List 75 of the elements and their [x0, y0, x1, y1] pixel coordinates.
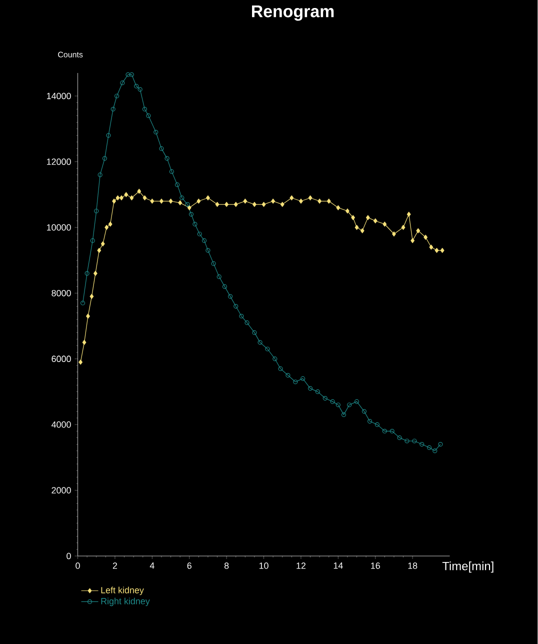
point [416, 228, 420, 234]
point [130, 195, 134, 200]
point [108, 222, 112, 227]
point [252, 202, 257, 207]
point [318, 198, 322, 204]
point [243, 198, 248, 204]
point [196, 198, 201, 204]
point [429, 244, 434, 250]
legend-label: Left kidney [101, 586, 144, 596]
point [354, 224, 359, 230]
y-tick-label: 6000 [52, 356, 72, 362]
point [112, 198, 116, 204]
point [410, 238, 415, 244]
point [374, 218, 378, 224]
y-tick-label: 14000 [47, 92, 72, 100]
point [440, 248, 444, 253]
x-axis-title: Time[min] [442, 562, 494, 573]
point [124, 192, 128, 198]
point [327, 198, 331, 204]
point [407, 212, 411, 217]
point [280, 202, 284, 207]
chart-title: Renogram [252, 6, 334, 21]
point [366, 215, 370, 220]
point [224, 202, 229, 207]
point [308, 195, 312, 200]
x-tick-label: 18 [408, 562, 418, 569]
point [101, 241, 105, 246]
point [116, 195, 120, 200]
point [78, 360, 83, 365]
point [271, 198, 276, 204]
point [97, 248, 102, 253]
point [346, 208, 350, 214]
y-tick-label: 8000 [52, 290, 72, 296]
y-tick-label: 10000 [47, 224, 72, 231]
point [360, 228, 364, 234]
point [290, 195, 294, 200]
point [215, 202, 220, 207]
point [150, 198, 154, 204]
point [82, 340, 86, 345]
point [86, 314, 90, 319]
x-tick-label: 14 [334, 562, 343, 569]
point [137, 188, 142, 194]
point [142, 195, 147, 200]
point [160, 198, 164, 204]
point [168, 198, 173, 204]
y-tick-label: 0 [66, 552, 72, 560]
point [336, 205, 340, 210]
y-tick-label: 12000 [47, 158, 72, 165]
point [94, 270, 98, 276]
legend-label: Right kidney [101, 598, 150, 606]
point [382, 222, 387, 227]
point [90, 294, 94, 299]
y-tick-label: 2000 [52, 487, 72, 494]
point [434, 248, 439, 253]
y-tick-label: 4000 [52, 421, 72, 428]
point [178, 200, 182, 206]
point [262, 202, 266, 207]
point [401, 224, 406, 230]
point [120, 195, 124, 200]
point [206, 195, 210, 200]
x-tick-label: 4 [150, 562, 155, 569]
x-tick-label: 0 [76, 562, 80, 569]
x-tick-label: 2 [113, 562, 118, 569]
x-tick-label: 16 [371, 562, 380, 569]
x-tick-label: 8 [224, 562, 229, 569]
point [351, 215, 356, 220]
point [104, 224, 109, 230]
point [234, 202, 238, 207]
point [392, 232, 396, 236]
x-tick-label: 12 [296, 562, 306, 569]
point [424, 234, 428, 240]
point [299, 198, 304, 204]
point [188, 205, 192, 210]
x-tick-label: 6 [187, 562, 192, 569]
x-tick-label: 10 [260, 562, 269, 569]
